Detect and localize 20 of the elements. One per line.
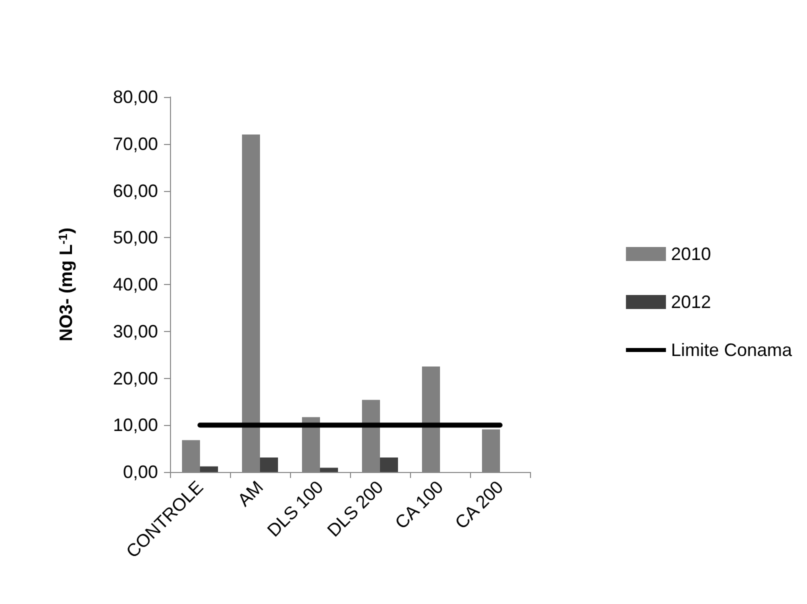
x-tick-label: CA 100	[391, 476, 448, 533]
y-tick-label: 80,00	[112, 87, 158, 107]
y-tick-label: 0,00	[122, 462, 158, 482]
bar	[200, 466, 218, 472]
legend-label: 2010	[670, 244, 711, 264]
legend-label: 2012	[670, 292, 711, 312]
y-tick-label: 60,00	[112, 180, 158, 201]
x-tick-label: AM	[234, 476, 268, 510]
x-tick-label: CA 200	[451, 476, 508, 533]
y-tick-label: 70,00	[112, 134, 158, 154]
y-tick-label: 30,00	[112, 321, 158, 342]
bar	[380, 457, 398, 472]
y-tick-label: 20,00	[112, 368, 158, 388]
legend-label: Limite Conama	[670, 340, 793, 360]
y-tick-label: 40,00	[112, 274, 158, 294]
bar	[320, 468, 338, 472]
bar	[260, 457, 278, 472]
y-tick-label: 10,00	[112, 415, 158, 436]
y-tick-label: 50,00	[112, 228, 158, 248]
y-axis-title: NO3- (mg L-1)	[56, 228, 76, 342]
